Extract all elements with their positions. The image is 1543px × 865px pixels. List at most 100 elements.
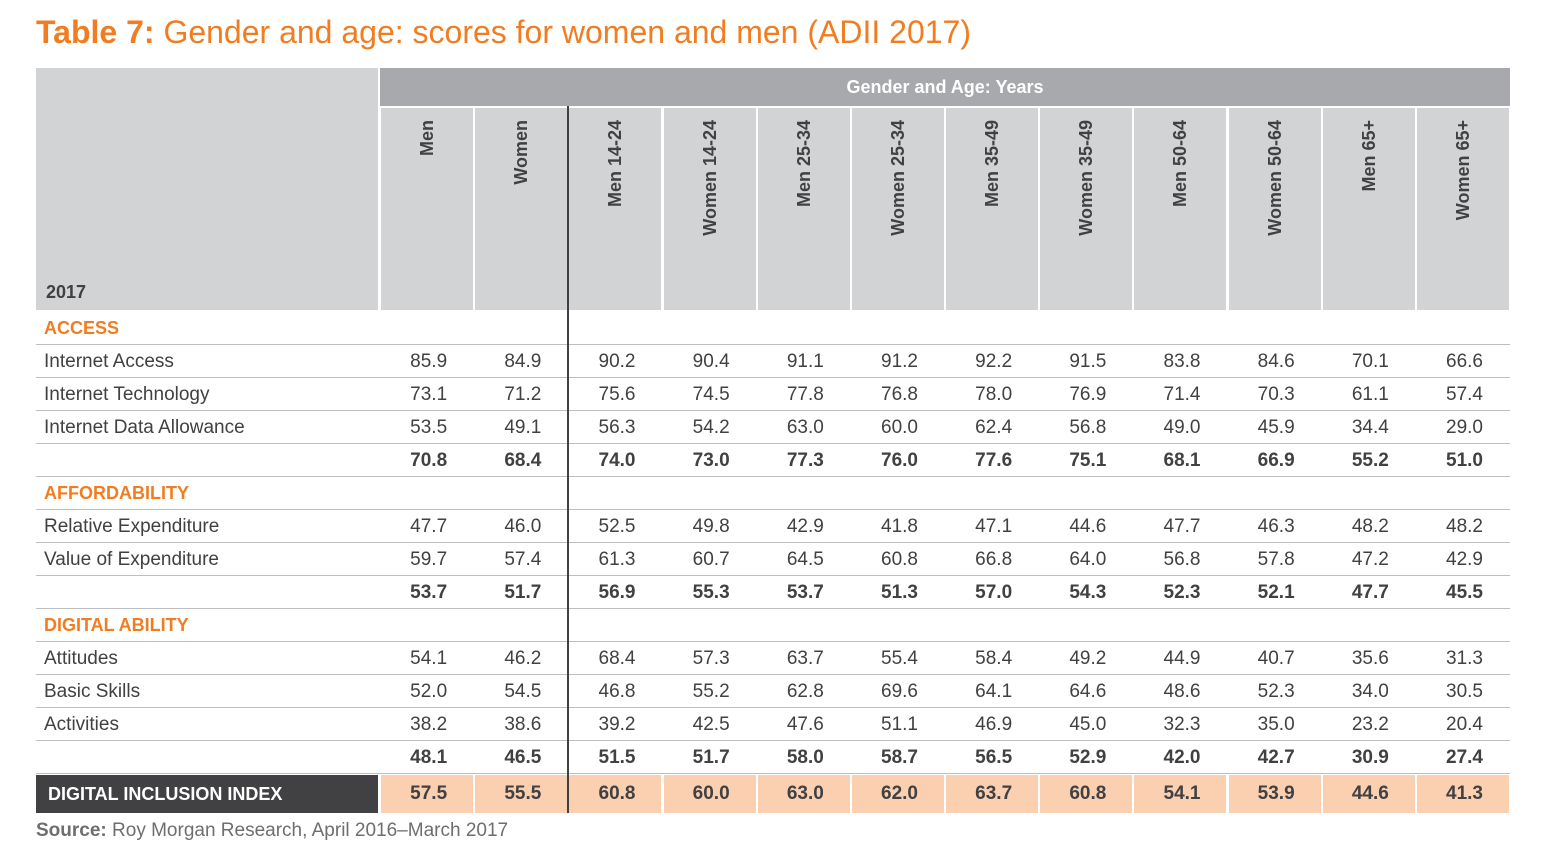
index-value: 62.0 [851, 775, 944, 813]
index-value: 60.8 [1040, 775, 1133, 813]
cell-value: 53.5 [410, 417, 448, 438]
subtotal-value: 68.4 [504, 450, 542, 471]
subtotal-value: 47.7 [1351, 582, 1389, 603]
subtotal-value: 53.7 [786, 582, 824, 603]
column-header: Women 35-49 [1076, 120, 1097, 236]
subtotal-value: 70.8 [410, 450, 448, 471]
cell-value: 49.8 [692, 516, 730, 537]
cell-value: 60.7 [692, 549, 730, 570]
cell-value: 85.9 [410, 351, 448, 372]
cell-value: 71.2 [504, 384, 542, 405]
cell-value: 57.8 [1257, 549, 1295, 570]
cell-value: 91.5 [1069, 351, 1107, 372]
cell-value: 44.9 [1163, 648, 1201, 669]
cell-value: 41.8 [881, 516, 918, 537]
cell-value: 47.1 [975, 516, 1013, 537]
cell-value: 38.6 [504, 714, 542, 735]
cell-value: 49.0 [1163, 417, 1201, 438]
row-label: Internet Access [44, 351, 174, 372]
subtotal-value: 56.9 [598, 582, 636, 603]
column-header-bg [1134, 108, 1227, 310]
subtotal-value: 52.1 [1257, 582, 1295, 603]
index-value: 63.7 [946, 775, 1039, 813]
row-line [36, 344, 1510, 345]
row-label: Relative Expenditure [44, 516, 220, 537]
title-prefix: Table 7: [36, 14, 155, 50]
cell-value: 48.2 [1446, 516, 1483, 537]
subtotal-value: 46.5 [504, 747, 542, 768]
row-label: Activities [44, 714, 119, 735]
cell-value: 71.4 [1163, 384, 1201, 405]
column-header: Men 25-34 [793, 120, 814, 208]
column-header-bg [1416, 108, 1509, 310]
cell-value: 58.4 [975, 648, 1013, 669]
cell-value: 57.4 [504, 549, 542, 570]
cell-value: 46.2 [504, 648, 542, 669]
source: Source: Roy Morgan Research, April 2016–… [36, 820, 508, 842]
column-header-bg [475, 108, 568, 310]
cell-value: 31.3 [1446, 648, 1483, 669]
column-header: Men 14-24 [605, 120, 626, 208]
subtotal-value: 52.3 [1163, 582, 1201, 603]
cell-value: 55.2 [692, 681, 730, 702]
cell-value: 60.0 [881, 417, 918, 438]
cell-value: 74.5 [692, 384, 730, 405]
cell-value: 64.6 [1069, 681, 1107, 702]
subtotal-value: 51.7 [504, 582, 542, 603]
subtotal-value: 77.3 [786, 450, 824, 471]
index-value: 55.5 [475, 775, 568, 813]
cell-value: 47.7 [1163, 516, 1201, 537]
cell-value: 46.0 [504, 516, 542, 537]
row-label: Attitudes [44, 648, 118, 669]
cell-value: 57.4 [1446, 384, 1483, 405]
cell-value: 34.0 [1351, 681, 1389, 702]
subtotal-value: 76.0 [881, 450, 918, 471]
column-header: Men [417, 120, 438, 156]
cell-value: 47.2 [1351, 549, 1389, 570]
title: Table 7: Gender and age: scores for wome… [36, 14, 971, 51]
column-header-bg [757, 108, 850, 310]
cell-value: 61.1 [1351, 384, 1389, 405]
cell-value: 63.7 [786, 648, 824, 669]
corner-label: 2017 [46, 282, 87, 302]
cell-value: 92.2 [975, 351, 1013, 372]
group-header: Gender and Age: Years [380, 68, 1510, 106]
row-line [36, 740, 1510, 741]
cell-value: 56.8 [1163, 549, 1201, 570]
cell-value: 55.4 [881, 648, 918, 669]
cell-value: 38.2 [410, 714, 448, 735]
cell-value: 46.8 [598, 681, 636, 702]
cell-value: 47.6 [786, 714, 824, 735]
cell-value: 54.2 [692, 417, 730, 438]
cell-value: 52.5 [598, 516, 636, 537]
cell-value: 73.1 [410, 384, 448, 405]
cell-value: 64.0 [1069, 549, 1107, 570]
cell-value: 66.8 [975, 549, 1013, 570]
cell-value: 76.9 [1069, 384, 1107, 405]
column-header-bg [381, 108, 474, 310]
column-header: Women 65+ [1452, 120, 1473, 221]
cell-value: 42.5 [692, 714, 730, 735]
row-line [36, 410, 1510, 411]
section-name: AFFORDABILITY [44, 483, 189, 503]
column-header-bg [851, 108, 944, 310]
row-line [36, 608, 1510, 609]
cell-value: 56.3 [598, 417, 636, 438]
cell-value: 90.2 [598, 351, 636, 372]
cell-value: 54.1 [410, 648, 448, 669]
subtotal-value: 51.0 [1446, 450, 1483, 471]
section-name: ACCESS [44, 318, 120, 338]
cell-value: 52.3 [1257, 681, 1295, 702]
cell-value: 60.8 [881, 549, 918, 570]
cell-value: 34.4 [1351, 417, 1389, 438]
cell-value: 84.9 [504, 351, 542, 372]
row-line [36, 377, 1510, 378]
row-line [36, 773, 1510, 774]
cell-value: 49.1 [504, 417, 542, 438]
subtotal-value: 77.6 [975, 450, 1013, 471]
cell-value: 91.1 [786, 351, 824, 372]
subtotal-value: 57.0 [975, 582, 1013, 603]
subtotal-value: 55.2 [1351, 450, 1389, 471]
cell-value: 64.5 [786, 549, 824, 570]
cell-value: 70.3 [1257, 384, 1295, 405]
